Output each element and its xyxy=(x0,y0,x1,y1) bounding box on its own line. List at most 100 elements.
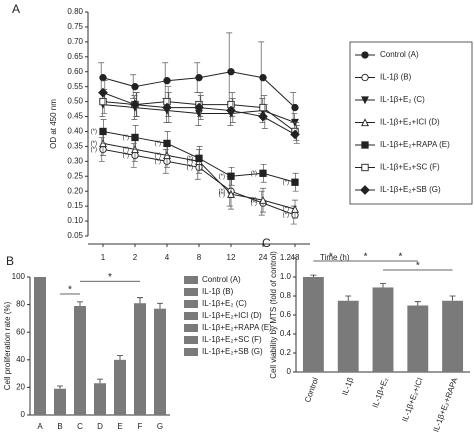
legend-swatch xyxy=(184,288,198,296)
point xyxy=(258,111,268,122)
legend-label: IL-1β (B) xyxy=(202,287,234,296)
point xyxy=(259,103,267,112)
bar xyxy=(442,300,464,372)
legend-label: IL-1β+E₂+RAPA (E) xyxy=(202,323,272,332)
x-tick-label: IL-1β+E₂+RAPA xyxy=(431,376,459,434)
y-tick-label: 0.50 xyxy=(67,97,83,106)
point xyxy=(361,163,369,172)
annotation: (*) xyxy=(91,141,97,147)
error-bar xyxy=(137,297,143,304)
annotation: (*) xyxy=(123,147,129,153)
point xyxy=(163,139,171,148)
annotation: (*) xyxy=(251,198,257,204)
bar xyxy=(134,303,146,415)
legend-label: Control (A) xyxy=(202,275,241,284)
y-tick-label: 0.20 xyxy=(67,186,83,195)
point xyxy=(361,118,369,127)
panel-label: C xyxy=(262,236,271,250)
point xyxy=(259,74,267,82)
bar xyxy=(407,305,429,372)
y-tick-label: 0 xyxy=(287,367,292,376)
point xyxy=(361,73,369,82)
annotation: (*) xyxy=(219,189,225,195)
error-bar xyxy=(97,378,103,384)
y-tick-label: 0.55 xyxy=(67,82,83,91)
point xyxy=(194,102,204,113)
y-tick-label: 0.2 xyxy=(280,348,292,357)
bar xyxy=(337,300,359,372)
point xyxy=(131,83,139,91)
x-tick-label: F xyxy=(138,422,143,431)
x-axis-title: Time (h) xyxy=(320,253,350,262)
annotation: (*) xyxy=(187,165,193,171)
point xyxy=(227,189,235,198)
legend-label: IL-1β+E₂ (C) xyxy=(202,299,247,308)
x-tick-label: 24 xyxy=(259,253,268,262)
point xyxy=(291,103,299,112)
point xyxy=(162,102,172,113)
bar xyxy=(74,305,86,415)
y-axis-title: OD at 450 nm xyxy=(49,99,58,149)
comparison-label: * xyxy=(416,261,420,272)
annotation: (*) xyxy=(187,159,193,165)
point xyxy=(226,105,236,116)
x-tick-label: D xyxy=(97,422,103,431)
comparison-label: * xyxy=(329,252,333,263)
legend-label: IL-1β+E₂+SB (G) xyxy=(380,185,441,194)
bar xyxy=(154,308,166,415)
error-bar xyxy=(449,295,456,301)
legend-swatch xyxy=(184,312,198,320)
legend-swatch xyxy=(184,300,198,308)
annotation: (*) xyxy=(123,153,129,159)
bar xyxy=(114,359,126,415)
bar xyxy=(302,277,324,372)
legend-label: IL-1β+E₂+SC (F) xyxy=(380,163,440,172)
legend-label: Control (A) xyxy=(380,50,419,59)
point xyxy=(130,99,140,110)
annotation: (*) xyxy=(219,192,225,198)
legend-label: IL-1β+E₂+SB (G) xyxy=(202,347,263,356)
x-tick-label: 1 xyxy=(101,253,106,262)
bar xyxy=(94,383,106,415)
point xyxy=(259,195,267,204)
legend-swatch xyxy=(184,348,198,356)
bar xyxy=(372,287,394,372)
annotation: (*) xyxy=(251,201,257,207)
y-tick-label: 0.40 xyxy=(67,127,83,136)
legend-swatch xyxy=(184,324,198,332)
x-tick-label: C xyxy=(77,422,83,431)
legend-label: IL-1β+E₂+SC (F) xyxy=(202,335,262,344)
y-tick-label: 0.15 xyxy=(67,201,83,210)
error-bar xyxy=(157,302,163,309)
x-tick-label: 2 xyxy=(133,253,138,262)
legend-swatch xyxy=(184,336,198,344)
comparison-label: * xyxy=(68,285,72,296)
point xyxy=(131,133,139,142)
point xyxy=(195,74,203,82)
legend-label: IL-1β+E₂+ICI (D) xyxy=(380,118,440,127)
y-tick-label: 0.05 xyxy=(67,231,83,240)
legend-label: IL-1β+E₂+ICI (D) xyxy=(202,311,262,320)
point xyxy=(291,204,299,213)
error-bar xyxy=(310,274,317,277)
panel-label: A xyxy=(12,2,20,16)
error-bar xyxy=(345,295,352,301)
annotation: (*) xyxy=(91,147,97,153)
annotation: (*) xyxy=(155,141,161,147)
y-tick-label: 0.35 xyxy=(67,142,83,151)
y-tick-label: 40 xyxy=(16,355,25,364)
y-tick-label: 1.0 xyxy=(280,272,292,281)
point xyxy=(99,127,107,136)
annotation: (*) xyxy=(251,171,257,177)
legend-swatch xyxy=(184,276,198,284)
y-tick-label: 0.65 xyxy=(67,52,83,61)
point xyxy=(195,154,203,162)
annotation: (*) xyxy=(155,159,161,165)
y-tick-label: 0.10 xyxy=(67,216,83,225)
annotation: (*) xyxy=(155,153,161,159)
annotation: (*) xyxy=(187,156,193,162)
x-tick-label: IL-1β xyxy=(340,376,355,397)
x-tick-label: IL-1β+E₂ xyxy=(371,376,390,409)
